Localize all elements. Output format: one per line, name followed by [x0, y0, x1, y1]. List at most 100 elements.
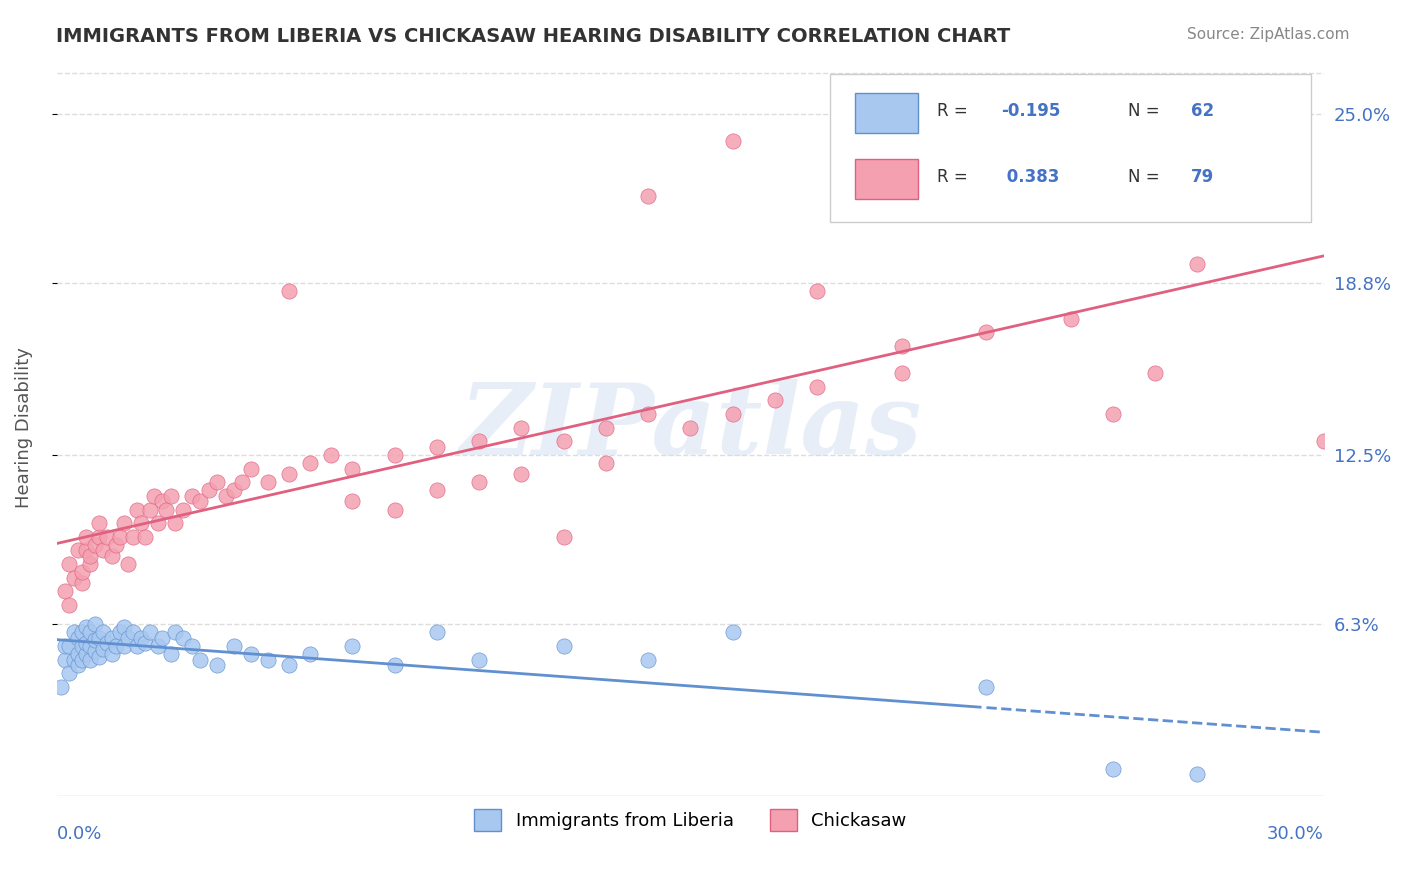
- Point: [66, 631, 89, 645]
- Point: [79, 639, 101, 653]
- Point: [637, 189, 659, 203]
- Text: IMMIGRANTS FROM LIBERIA VS CHICKASAW HEARING DISABILITY CORRELATION CHART: IMMIGRANTS FROM LIBERIA VS CHICKASAW HEA…: [56, 27, 1011, 45]
- Text: 0.383: 0.383: [1001, 169, 1059, 186]
- Point: [100, 631, 122, 645]
- Point: [83, 633, 105, 648]
- FancyBboxPatch shape: [855, 159, 918, 200]
- Point: [721, 407, 744, 421]
- Point: [172, 631, 194, 645]
- Point: [637, 407, 659, 421]
- Point: [205, 657, 228, 672]
- Point: [66, 647, 89, 661]
- Point: [384, 448, 406, 462]
- Point: [142, 489, 165, 503]
- Text: N =: N =: [1128, 169, 1164, 186]
- Point: [70, 625, 93, 640]
- Point: [257, 652, 280, 666]
- Point: [53, 652, 76, 666]
- Point: [278, 657, 301, 672]
- Point: [70, 576, 93, 591]
- Point: [1187, 767, 1209, 781]
- Point: [58, 598, 80, 612]
- Point: [83, 538, 105, 552]
- Point: [679, 421, 702, 435]
- Text: ZIPatlas: ZIPatlas: [460, 379, 921, 476]
- Point: [58, 639, 80, 653]
- Text: 62: 62: [1191, 103, 1213, 120]
- Point: [83, 644, 105, 658]
- Point: [96, 530, 118, 544]
- Point: [384, 502, 406, 516]
- Point: [1187, 257, 1209, 271]
- Point: [75, 543, 97, 558]
- Point: [890, 366, 912, 380]
- Point: [163, 625, 186, 640]
- Point: [299, 647, 322, 661]
- Point: [112, 516, 135, 531]
- Y-axis label: Hearing Disability: Hearing Disability: [15, 347, 32, 508]
- Point: [62, 571, 84, 585]
- Point: [806, 380, 828, 394]
- Point: [53, 584, 76, 599]
- Point: [129, 516, 152, 531]
- Point: [79, 625, 101, 640]
- Point: [426, 625, 449, 640]
- Point: [96, 636, 118, 650]
- Point: [426, 483, 449, 498]
- Text: R =: R =: [938, 169, 973, 186]
- Point: [1271, 161, 1294, 176]
- Point: [553, 434, 575, 449]
- Point: [87, 631, 110, 645]
- Point: [299, 456, 322, 470]
- Point: [125, 502, 148, 516]
- Point: [117, 631, 139, 645]
- Point: [180, 489, 202, 503]
- Point: [121, 530, 143, 544]
- Point: [100, 549, 122, 563]
- Point: [70, 639, 93, 653]
- Point: [890, 339, 912, 353]
- Point: [222, 483, 245, 498]
- Point: [104, 639, 127, 653]
- Point: [510, 421, 533, 435]
- Point: [100, 647, 122, 661]
- Point: [62, 652, 84, 666]
- Point: [53, 639, 76, 653]
- Point: [104, 538, 127, 552]
- Point: [180, 639, 202, 653]
- Point: [468, 475, 491, 490]
- Point: [108, 625, 131, 640]
- Point: [70, 652, 93, 666]
- Text: N =: N =: [1128, 103, 1164, 120]
- Point: [1144, 366, 1167, 380]
- Point: [70, 566, 93, 580]
- Point: [342, 639, 364, 653]
- Point: [205, 475, 228, 490]
- Point: [172, 502, 194, 516]
- Point: [239, 461, 262, 475]
- Point: [108, 530, 131, 544]
- Point: [150, 631, 173, 645]
- Point: [553, 639, 575, 653]
- Point: [1229, 202, 1251, 217]
- Text: 0.0%: 0.0%: [56, 825, 103, 843]
- Point: [278, 467, 301, 481]
- Point: [721, 135, 744, 149]
- Point: [91, 641, 114, 656]
- Point: [384, 657, 406, 672]
- Point: [321, 448, 343, 462]
- Point: [112, 620, 135, 634]
- Point: [188, 652, 211, 666]
- Point: [214, 489, 236, 503]
- Point: [721, 625, 744, 640]
- Point: [75, 636, 97, 650]
- Point: [91, 625, 114, 640]
- Point: [188, 494, 211, 508]
- Point: [222, 639, 245, 653]
- Point: [150, 494, 173, 508]
- Point: [763, 393, 786, 408]
- Point: [1059, 311, 1081, 326]
- Point: [595, 456, 617, 470]
- Point: [1313, 434, 1336, 449]
- Point: [1101, 762, 1123, 776]
